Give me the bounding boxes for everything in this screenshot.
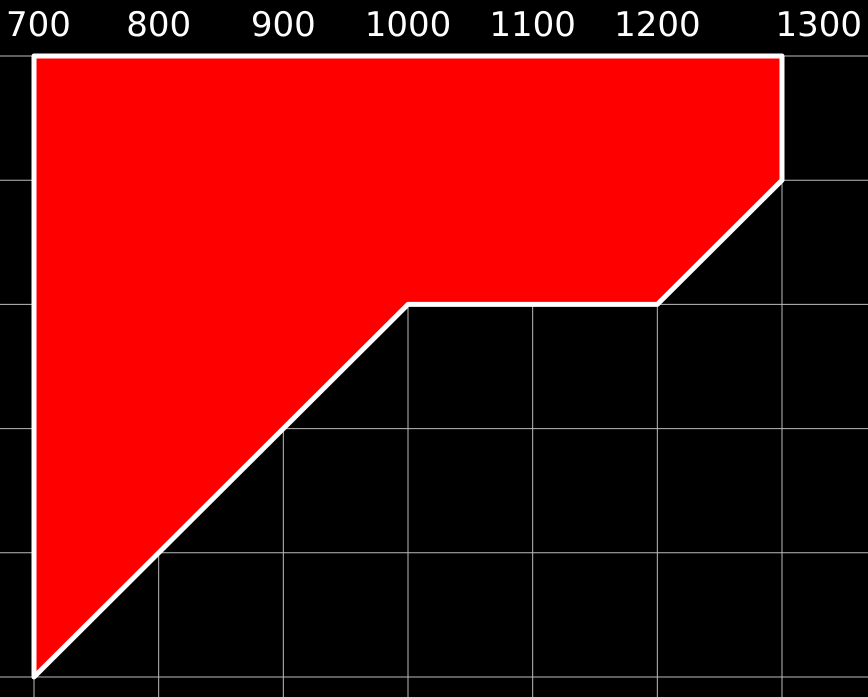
x-tick-labels: 700 800 900 1000 1100 1200 1300 bbox=[6, 5, 862, 45]
plot-area bbox=[31, 53, 785, 680]
area-polygon bbox=[31, 53, 785, 680]
x-tick-label: 700 bbox=[6, 5, 71, 45]
x-tick-label: 1300 bbox=[775, 5, 862, 45]
x-tick-label: 1100 bbox=[489, 5, 576, 45]
x-tick-label: 900 bbox=[251, 5, 316, 45]
x-tick-label: 800 bbox=[126, 5, 191, 45]
x-tick-label: 1000 bbox=[365, 5, 452, 45]
x-tick-label: 1200 bbox=[614, 5, 701, 45]
